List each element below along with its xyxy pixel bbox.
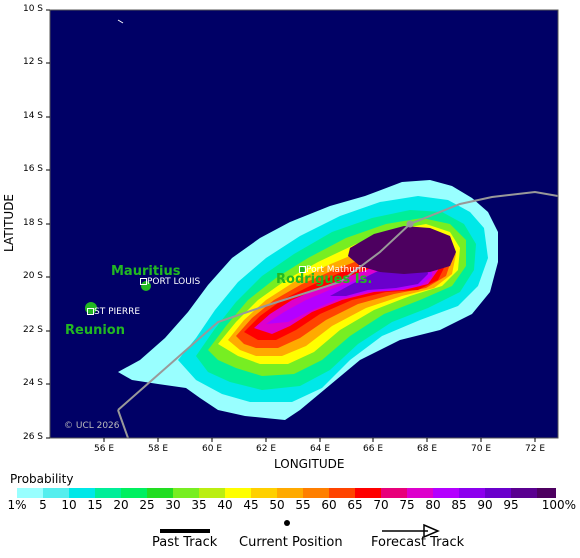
rodrigues-label: Rodrigues Is.	[276, 272, 373, 287]
colorbar-label: 50	[269, 498, 285, 512]
colorbar-label: 20	[113, 498, 129, 512]
colorbar-label: 70	[373, 498, 389, 512]
legend-forecast-track: Forecast Track	[371, 535, 465, 550]
lat-tick: 10 S	[22, 4, 43, 14]
lat-tick: 22 S	[22, 325, 43, 335]
colorbar-label: 100%	[541, 498, 576, 512]
lon-tick: 62 E	[256, 444, 276, 454]
copyright-label: © UCL 2026	[64, 421, 120, 431]
lon-tick: 60 E	[202, 444, 222, 454]
forecast-arrowhead	[423, 523, 440, 539]
colorbar-label: 85	[451, 498, 467, 512]
colorbar-label: 1%	[7, 498, 27, 512]
lat-tick: 24 S	[22, 378, 43, 388]
colorbar-label: 90	[477, 498, 493, 512]
colorbar-label: 60	[321, 498, 337, 512]
colorbar	[17, 488, 556, 498]
lat-tick: 16 S	[22, 164, 43, 174]
axis-ticks	[46, 9, 536, 442]
port-louis-marker	[140, 278, 147, 285]
colorbar-label: 75	[399, 498, 415, 512]
colorbar-label: 25	[139, 498, 155, 512]
colorbar-label: 80	[425, 498, 441, 512]
colorbar-label: 55	[295, 498, 311, 512]
track-tail	[117, 409, 129, 438]
colorbar-label: 5	[39, 498, 47, 512]
legend-current-position: Current Position	[239, 535, 343, 550]
x-axis-title: LONGITUDE	[274, 457, 345, 471]
lat-tick: 12 S	[22, 57, 43, 67]
rodrigues-island	[299, 267, 305, 273]
port-louis-text: PORT LOUIS	[147, 277, 201, 287]
colorbar-label: 65	[347, 498, 363, 512]
st-pierre-label: ST PIERRE	[87, 307, 140, 317]
lat-tick: 26 S	[22, 432, 43, 442]
legend-past-track: Past Track	[152, 535, 218, 550]
lon-tick: 68 E	[417, 444, 437, 454]
colorbar-label: 45	[243, 498, 259, 512]
mauritius-island	[141, 281, 151, 291]
prob-band-12	[348, 226, 456, 274]
lon-tick: 66 E	[363, 444, 383, 454]
mauritius-label: Mauritius	[111, 264, 181, 279]
lat-tick: 18 S	[22, 218, 43, 228]
lat-tick: 20 S	[22, 271, 43, 281]
colorbar-label: 30	[165, 498, 181, 512]
lon-tick: 72 E	[525, 444, 545, 454]
lon-tick: 70 E	[471, 444, 491, 454]
colorbar-label: 35	[191, 498, 207, 512]
probability-field	[85, 19, 558, 438]
lon-tick: 64 E	[310, 444, 330, 454]
colorbar-label: 15	[87, 498, 103, 512]
st-pierre-marker	[87, 308, 94, 315]
lon-tick: 58 E	[148, 444, 168, 454]
current-position-marker	[406, 220, 414, 228]
track-line	[117, 190, 558, 411]
port-mathurin-text: Port Mathurin	[306, 265, 367, 275]
port-louis-label: PORT LOUIS	[140, 277, 200, 287]
colorbar-label: 95	[503, 498, 519, 512]
port-mathurin-label: Port Mathurin	[299, 265, 367, 275]
lat-tick: 14 S	[22, 111, 43, 121]
colorbar-title: Probability	[10, 472, 74, 486]
reunion-label: Reunion	[65, 323, 125, 338]
current-position-symbol	[284, 520, 290, 526]
y-axis-title: LATITUDE	[2, 193, 16, 253]
port-mathurin-marker	[299, 266, 306, 273]
st-pierre-text: ST PIERRE	[94, 307, 141, 317]
lon-tick: 56 E	[94, 444, 114, 454]
colorbar-label: 40	[217, 498, 233, 512]
colorbar-label: 10	[61, 498, 77, 512]
